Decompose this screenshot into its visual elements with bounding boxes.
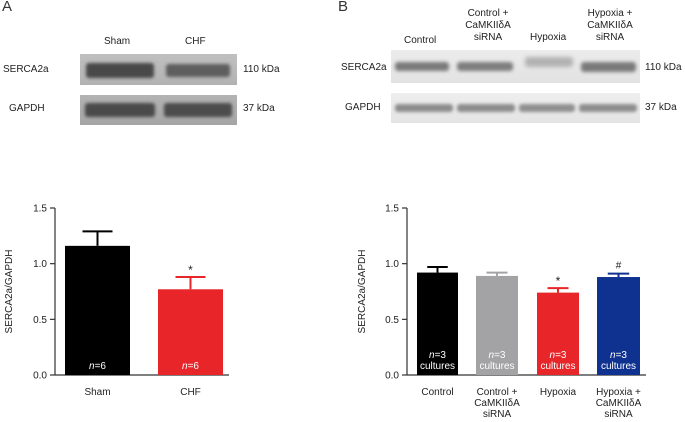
blot-b-lane-label: Control: [404, 35, 437, 46]
bar: [537, 292, 579, 375]
blot-a-protein-label: GAPDH: [9, 103, 45, 114]
blot-b-size-label: 110 kDa: [645, 62, 682, 73]
y-tick-label: 1.5: [385, 204, 399, 215]
x-category-label: Sham: [84, 387, 110, 398]
bar-n-label: n=6: [89, 361, 106, 372]
bar-n-sublabel: cultures: [479, 361, 514, 372]
y-tick-label: 0.0: [385, 371, 399, 382]
bar-n-sublabel: cultures: [601, 361, 636, 372]
blot-band: [525, 57, 573, 67]
chart-a-group: 0.0 0.5 1.0 1.5 SERCA2a/GAPDH n=6 Sham * n=6 CHF: [4, 204, 229, 398]
blot-band: [85, 103, 155, 117]
y-axis-label: SERCA2a/GAPDH: [4, 250, 15, 334]
bar: [597, 277, 640, 375]
blot-a-lane-label: CHF: [185, 36, 206, 47]
panel-b-letter: B: [338, 0, 349, 15]
x-category-label: CHF: [180, 387, 201, 398]
y-tick-label: 1.5: [33, 204, 47, 215]
blot-b-protein-label: GAPDH: [345, 102, 381, 113]
bar-n-label: n=3: [610, 350, 627, 361]
bar: [158, 289, 223, 375]
blot-band: [581, 62, 636, 72]
x-category-label: siRNA: [604, 409, 633, 420]
blot-a-serca2a-strip: [80, 54, 237, 85]
blot-a-protein-label: SERCA2a: [3, 64, 49, 75]
blot-band: [519, 104, 575, 112]
bar: [417, 272, 458, 375]
x-category-label: Control: [421, 387, 453, 398]
blot-b-lane-label: Hypoxia + CaMKIIδA siRNA: [587, 8, 633, 43]
panel-a-letter: A: [2, 0, 13, 15]
blot-b-size-label: 37 kDa: [645, 102, 677, 113]
blot-b-gapdh-strip: [391, 93, 640, 123]
significance-marker: *: [556, 274, 561, 288]
y-tick-label: 0.5: [385, 315, 399, 326]
bar-n-label: n=3: [489, 350, 506, 361]
blot-b-protein-label: SERCA2a: [341, 62, 387, 73]
blot-band: [395, 104, 453, 112]
significance-marker: *: [188, 263, 193, 277]
y-tick-label: 1.0: [33, 259, 47, 270]
blot-band: [395, 62, 449, 71]
blot-band: [457, 104, 515, 112]
bar: [476, 275, 518, 375]
bar-n-sublabel: cultures: [420, 361, 455, 372]
x-category-label: Hypoxia: [540, 387, 577, 398]
bar-n-label: n=3: [550, 350, 567, 361]
blot-a-gapdh-strip: [80, 95, 237, 125]
significance-marker: #: [616, 261, 622, 272]
blot-b-lane-label: Hypoxia: [530, 32, 567, 43]
y-tick-label: 0.5: [33, 315, 47, 326]
bar-n-label: n=6: [182, 361, 199, 372]
bar-n-label: n=3: [429, 350, 446, 361]
chart-b-group: 0.00.51.01.5SERCA2a/GAPDHn=3culturesCont…: [357, 204, 646, 420]
blot-band: [457, 62, 513, 71]
x-category-label: siRNA: [483, 409, 512, 420]
x-category-label: Hypoxia +: [596, 387, 641, 398]
x-category-label: CaMKIIδA: [474, 398, 520, 409]
blot-b-lane-label: Control + CaMKIIδA siRNA: [465, 8, 511, 43]
blot-b-serca2a-strip: [391, 50, 640, 83]
blot-a-size-label: 37 kDa: [243, 103, 275, 114]
bar-n-sublabel: cultures: [540, 361, 575, 372]
y-tick-label: 1.0: [385, 259, 399, 270]
blot-band: [579, 104, 637, 112]
blot-a-size-label: 110 kDa: [243, 64, 280, 75]
blot-band: [164, 103, 232, 117]
x-category-label: CaMKIIδA: [596, 398, 642, 409]
x-category-label: Control +: [477, 387, 518, 398]
blot-band: [86, 63, 154, 78]
blot-a-lane-label: Sham: [104, 36, 131, 47]
y-axis-label: SERCA2a/GAPDH: [357, 250, 368, 334]
blot-band: [166, 64, 230, 77]
y-tick-label: 0.0: [33, 371, 47, 382]
bar: [65, 245, 130, 375]
